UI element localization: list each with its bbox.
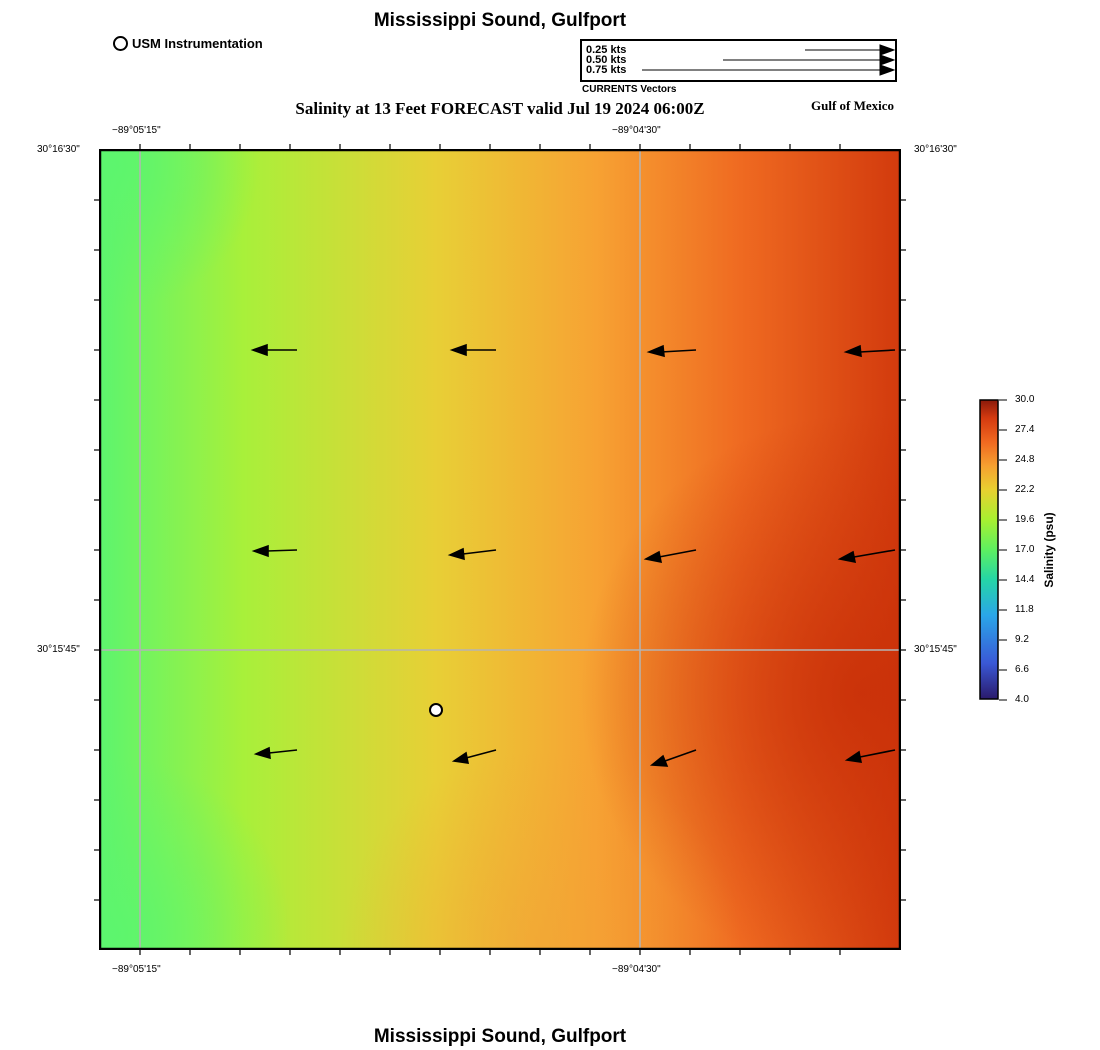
vector-scale-legend: 0.25 kts 0.50 kts 0.75 kts xyxy=(580,39,897,82)
map-ticks xyxy=(94,144,906,955)
salinity-map-canvas[interactable] xyxy=(98,143,902,951)
colorbar-tick-4: 22.2 xyxy=(1015,484,1035,495)
current-vector-r1c4 xyxy=(843,344,896,358)
current-vector-r1c3 xyxy=(646,344,697,358)
current-vectors xyxy=(250,343,896,767)
colorbar-tick-8: 11.8 xyxy=(1015,604,1034,615)
colorbar-tick-2: 27.4 xyxy=(1015,424,1035,435)
current-vector-r2c4 xyxy=(837,549,896,564)
lat-tick-left-1: 30°16'30" xyxy=(37,144,80,155)
colorbar-title: Salinity (psu) xyxy=(1042,512,1056,588)
station-legend-label: USM Instrumentation xyxy=(132,36,263,51)
current-vector-r2c2 xyxy=(447,547,497,561)
current-vector-r3c3 xyxy=(649,749,697,767)
map-title: Mississippi Sound, Gulfport xyxy=(373,10,627,31)
colorbar-tick-1: 30.0 xyxy=(1015,394,1035,405)
current-vector-r2c1 xyxy=(251,544,298,558)
colorbar-tick-10: 6.6 xyxy=(1015,664,1029,675)
lat-tick-right-2: 30°15'45" xyxy=(914,644,957,655)
colorbar-tick-5: 19.6 xyxy=(1015,514,1035,525)
colorbar-ticks xyxy=(999,399,1007,701)
station-marker-icon xyxy=(113,36,128,51)
current-vector-r3c1 xyxy=(253,746,298,760)
map-subtitle: Salinity at 13 Feet FORECAST valid Jul 1… xyxy=(295,99,705,118)
map-border xyxy=(98,148,902,951)
vector-caption: CURRENTS Vectors xyxy=(582,84,677,95)
vector-scale-label-3: 0.75 kts xyxy=(586,64,627,76)
current-vector-r3c4 xyxy=(844,749,896,763)
colorbar-tick-6: 17.0 xyxy=(1015,544,1035,555)
colorbar-canvas xyxy=(979,399,999,700)
vector-scale-arrows xyxy=(642,44,895,76)
colorbar-gradient xyxy=(979,399,999,700)
lat-tick-right-1: 30°16'30" xyxy=(914,144,957,155)
colorbar-tick-9: 9.2 xyxy=(1015,634,1029,645)
lon-tick-top-1: −89°05'15" xyxy=(112,125,161,136)
mid-salinity-zone-bottom xyxy=(99,149,901,950)
colorbar-tick-11: 4.0 xyxy=(1015,694,1029,705)
vector-scale-label-2: 0.50 kts xyxy=(586,54,627,66)
colorbar-tick-3: 24.8 xyxy=(1015,454,1035,465)
salinity-colorbar xyxy=(979,399,999,700)
footer-title: Mississippi Sound, Gulfport xyxy=(373,1026,627,1047)
lon-tick-top-2: −89°04'30" xyxy=(612,125,661,136)
lat-tick-left-2: 30°15'45" xyxy=(37,644,80,655)
current-vector-r1c1 xyxy=(250,343,297,357)
current-vector-r3c2 xyxy=(451,749,497,764)
usm-station-marker[interactable] xyxy=(429,703,443,717)
current-vector-r2c3 xyxy=(643,549,697,564)
lon-tick-bottom-1: −89°05'15" xyxy=(112,964,161,975)
graticule xyxy=(99,149,901,950)
current-vector-r1c2 xyxy=(449,343,496,357)
colorbar-tick-7: 14.4 xyxy=(1015,574,1035,585)
salinity-map[interactable] xyxy=(98,143,902,951)
lon-tick-bottom-2: −89°04'30" xyxy=(612,964,661,975)
station-legend: USM Instrumentation xyxy=(113,36,263,51)
vector-scale-label-1: 0.25 kts xyxy=(586,44,627,56)
region-label: Gulf of Mexico xyxy=(811,98,895,113)
